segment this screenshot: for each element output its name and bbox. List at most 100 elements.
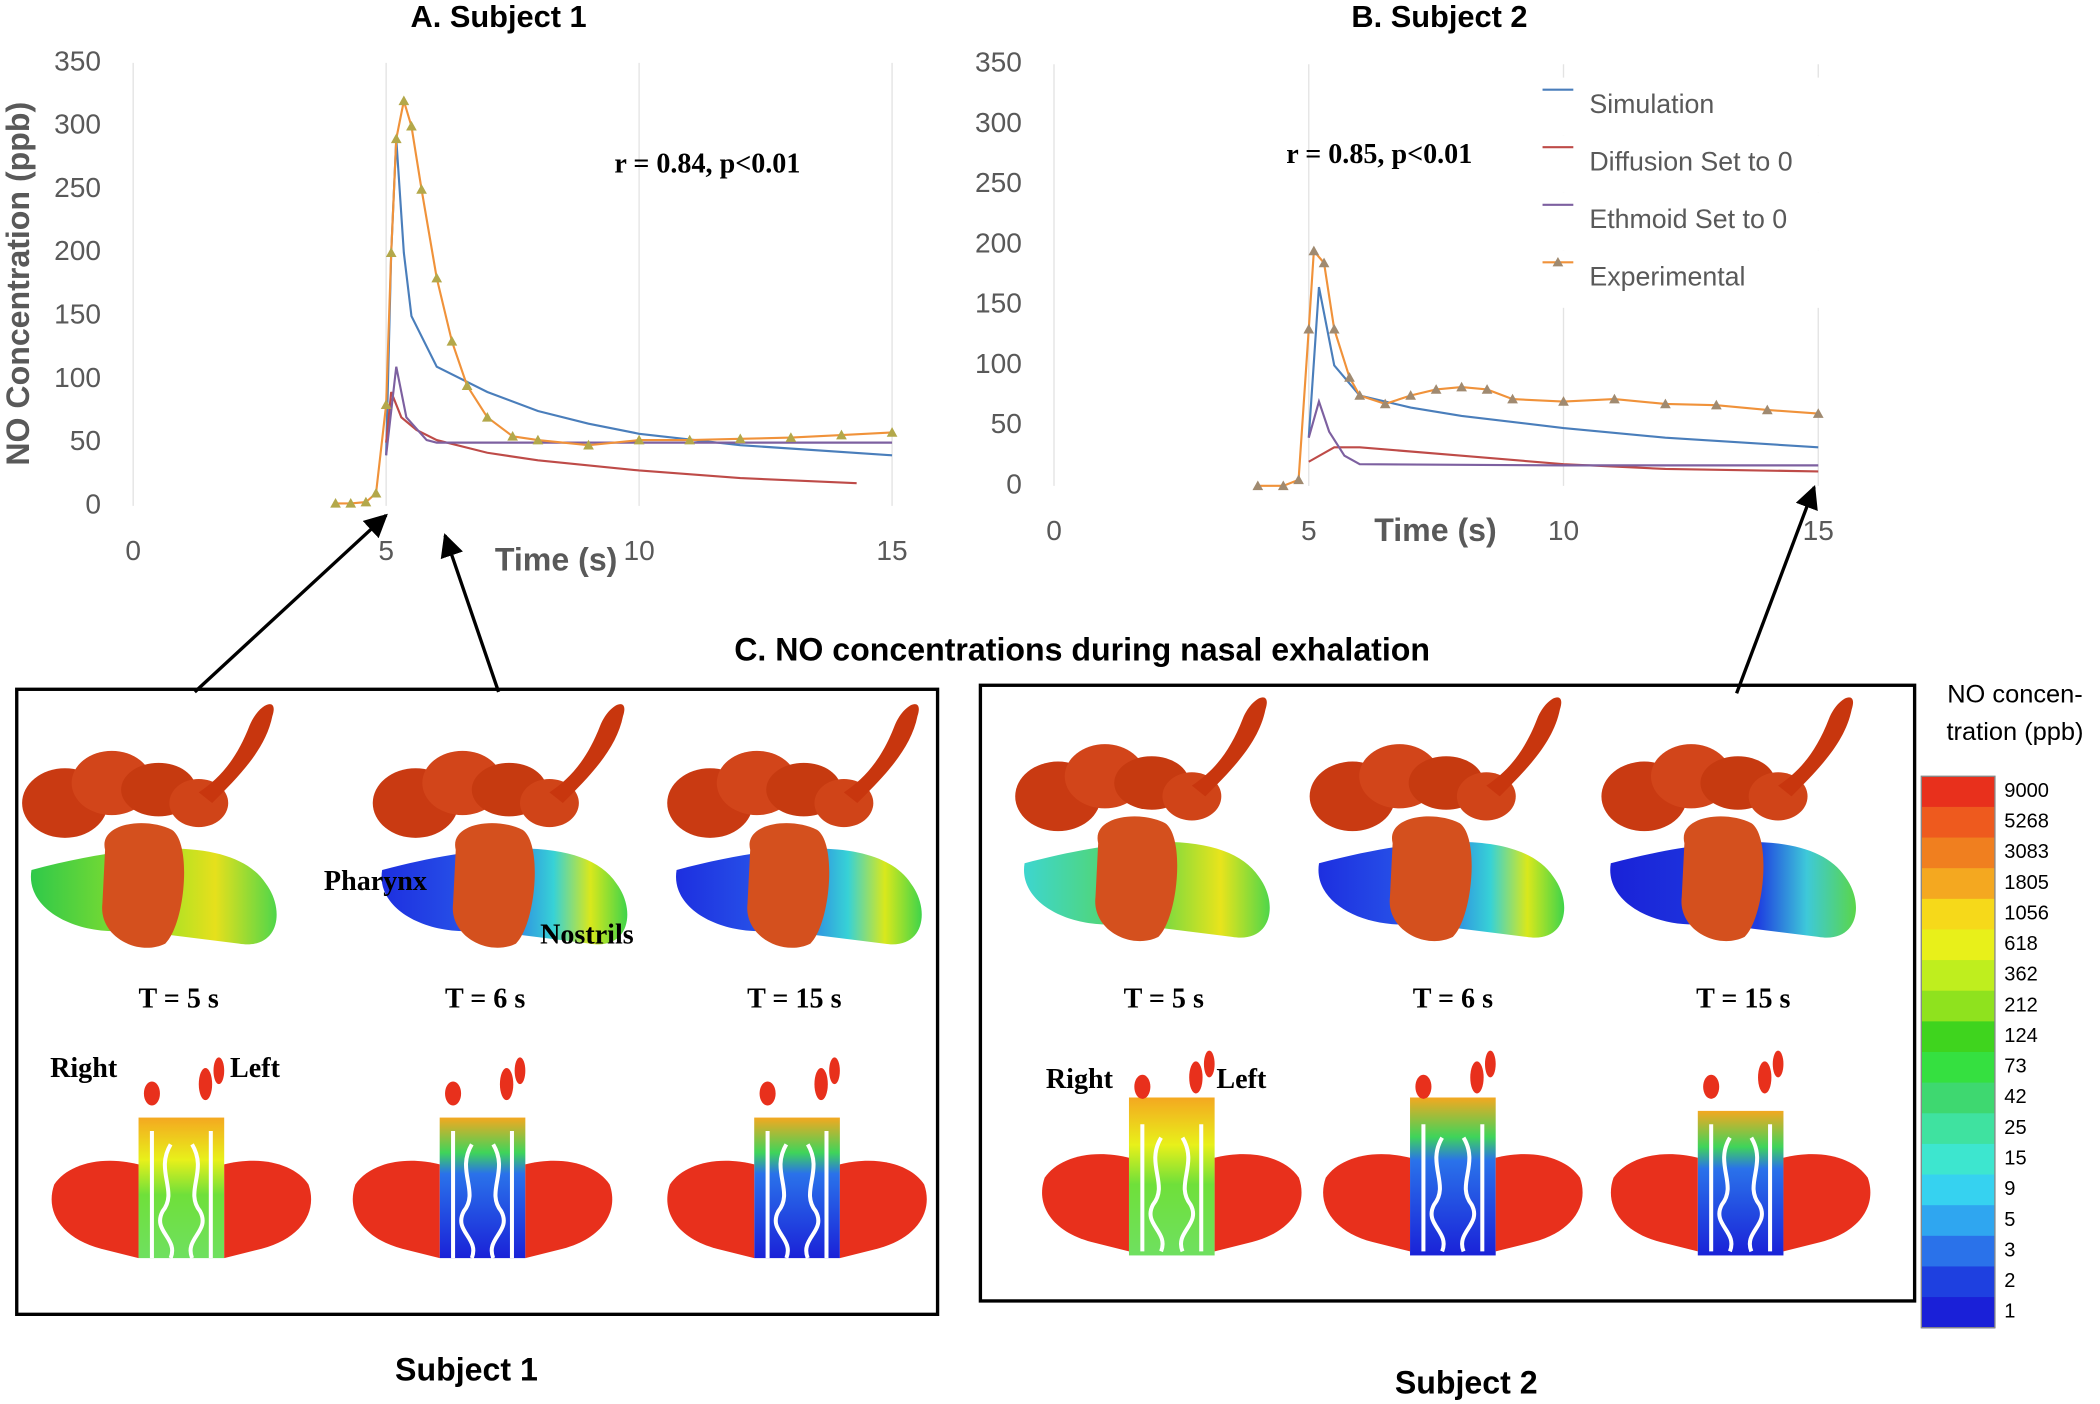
time-label: T = 5 s [1124, 984, 1204, 1015]
marker [380, 399, 392, 409]
marker [1328, 323, 1340, 334]
cross-section [1042, 1050, 1302, 1256]
colorbar-frame [1920, 775, 1996, 1329]
y-tick-label: 0 [85, 488, 101, 519]
colorbar-swatch [1921, 898, 1995, 931]
marker [461, 380, 473, 390]
colorbar-swatch [1921, 806, 1995, 839]
marker [330, 498, 341, 508]
annotation: r = 0.85, p<0.01 [1286, 139, 1472, 170]
colorbar-swatch [1921, 929, 1995, 961]
panel-title: C. NO concentrations during nasal exhala… [734, 631, 1430, 667]
marker [1761, 404, 1773, 415]
y-tick-label: 50 [70, 425, 101, 456]
time-label: T = 5 s [139, 984, 219, 1015]
colorbar-swatch [1921, 776, 1995, 808]
x-tick-label: 0 [1046, 515, 1062, 546]
y-tick-label: 100 [975, 348, 1022, 379]
colorbar-label: 124 [2004, 1025, 2037, 1047]
y-tick-label: 250 [54, 172, 101, 203]
subject-label: Subject 1 [395, 1351, 538, 1387]
series-line [1307, 397, 1819, 467]
legend-bg [1534, 77, 1823, 136]
marker [836, 429, 847, 440]
x-tick-label: 0 [125, 535, 141, 566]
marker [1293, 474, 1304, 485]
colorbar-label: 5268 [2004, 811, 2049, 833]
time-label: T = 6 s [1413, 984, 1493, 1015]
marker [1558, 396, 1569, 406]
marker [1812, 408, 1824, 418]
x-tick-label: 15 [876, 535, 907, 566]
y-axis-label: NO Concentration (ppb) [0, 102, 36, 466]
side-label: Right [50, 1053, 118, 1084]
annotation: r = 0.84, p<0.01 [614, 148, 800, 179]
marker [1609, 393, 1620, 404]
render [1015, 697, 1270, 942]
colorbar-label: 1 [2004, 1301, 2015, 1323]
marker [481, 411, 493, 422]
colorbar-swatch [1921, 1051, 1995, 1084]
y-tick-label: 300 [54, 109, 101, 140]
cross-section [1323, 1050, 1583, 1256]
x-tick-label: 15 [1803, 515, 1834, 546]
colorbar-swatch [1921, 1235, 1995, 1268]
marker [431, 272, 443, 283]
colorbar-swatch [1921, 1266, 1995, 1298]
marker [1308, 245, 1320, 256]
panel-frame [978, 683, 1917, 1303]
x-axis-label: Time (s) [495, 542, 618, 578]
colorbar-label: 5 [2004, 1209, 2015, 1231]
marker [1379, 398, 1391, 409]
x-tick-label: 10 [623, 535, 654, 566]
subject-label: Subject 2 [1395, 1365, 1538, 1401]
marker [1430, 384, 1442, 394]
anatomy-label: Pharynx [324, 866, 427, 897]
colorbar-swatch [1921, 1113, 1995, 1145]
render [372, 704, 628, 948]
arrow [440, 533, 501, 693]
colorbar-label: 15 [2004, 1148, 2026, 1170]
x-tick-label: 5 [1301, 515, 1317, 546]
time-label: T = 6 s [445, 984, 525, 1015]
colorbar-label: 1056 [2004, 902, 2049, 924]
legend-label: Diffusion Set to 0 [1589, 146, 1792, 176]
marker [345, 498, 357, 508]
colorbar-swatch [1921, 990, 1995, 1023]
colorbar-label: 3 [2004, 1239, 2015, 1261]
colorbar-swatch [1921, 837, 1995, 869]
colorbar-title: tration (ppb) [1947, 718, 2084, 746]
colorbar-swatch [1921, 1143, 1995, 1176]
colorbar-label: 73 [2004, 1056, 2026, 1078]
marker [1507, 393, 1518, 404]
time-label: T = 15 s [1696, 984, 1790, 1015]
arrow [1735, 484, 1818, 694]
marker [1456, 381, 1467, 392]
arrows [193, 484, 1818, 694]
series-line [1307, 286, 1819, 449]
y-tick-label: 100 [54, 362, 101, 393]
x-tick-label: 5 [378, 535, 394, 566]
y-tick-label: 0 [1006, 468, 1022, 499]
colorbar-label: 1805 [2004, 872, 2049, 894]
marker [370, 487, 382, 498]
colorbar-swatch [1921, 960, 1995, 992]
colorbar-swatch [1921, 1174, 1995, 1206]
series-line [1308, 446, 1819, 473]
marker [1277, 480, 1289, 491]
render [1309, 697, 1565, 942]
side-label: Left [230, 1053, 281, 1084]
marker [360, 496, 372, 507]
panel-frame [15, 687, 940, 1316]
cross-section [51, 1057, 312, 1258]
render [667, 704, 922, 948]
marker [583, 439, 594, 450]
y-tick-label: 150 [54, 298, 101, 329]
cross-section [1610, 1050, 1871, 1256]
arrow [193, 513, 388, 694]
colorbar-label: 9000 [2004, 780, 2049, 802]
marker [390, 133, 402, 144]
marker [1660, 398, 1671, 409]
x-tick-label: 10 [1548, 515, 1579, 546]
cross-section [352, 1057, 613, 1258]
